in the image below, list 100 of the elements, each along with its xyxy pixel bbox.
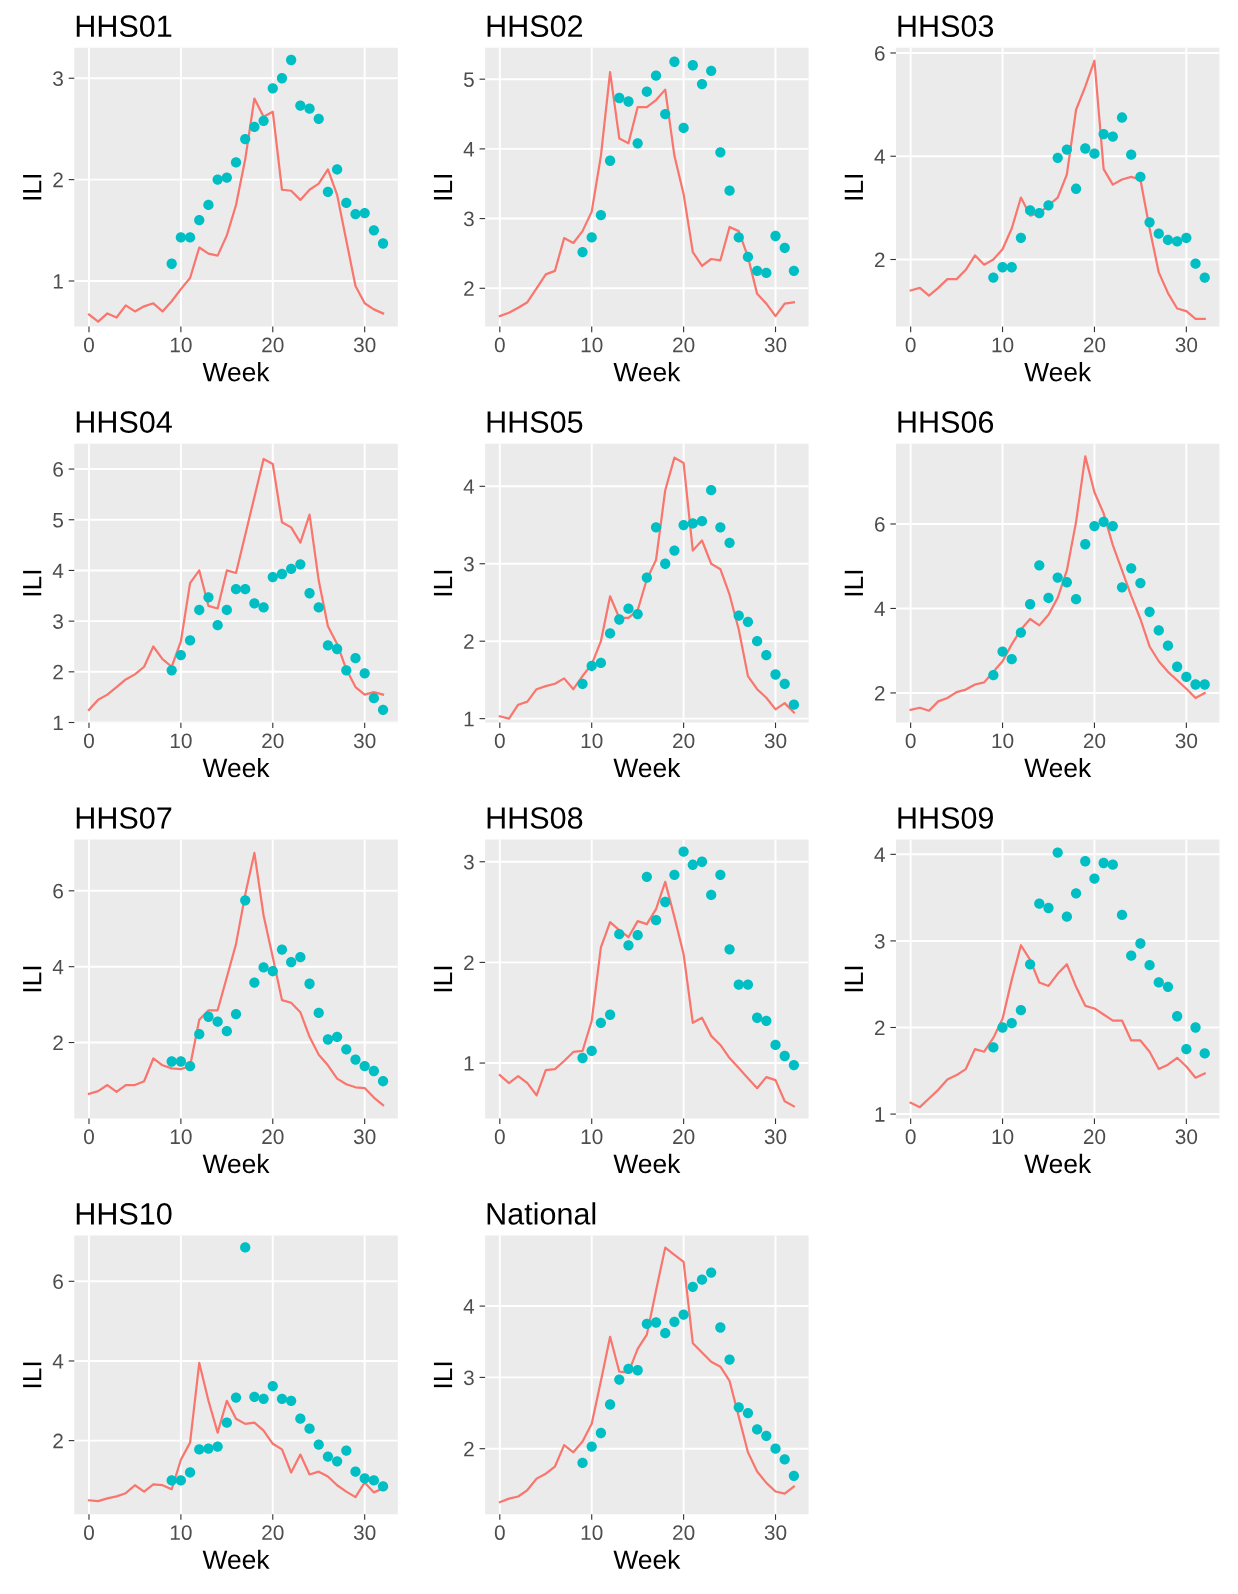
point [1135, 171, 1146, 183]
chart-title: HHS06 [898, 411, 994, 433]
point [175, 1056, 187, 1067]
y-axis-title: ILI [844, 174, 863, 200]
point [166, 1475, 177, 1486]
x-tick-label: 10 [581, 337, 603, 353]
point [614, 929, 625, 940]
point [660, 108, 671, 120]
chart-title: HHS02 [487, 15, 583, 38]
y-tick-label: 1 [875, 1107, 885, 1122]
point [1034, 560, 1045, 571]
y-axis-title: ILI [23, 966, 42, 992]
point [1015, 232, 1027, 243]
point [322, 1451, 334, 1462]
point [650, 70, 662, 81]
x-tick-label: 30 [353, 733, 376, 749]
point [184, 1060, 196, 1072]
x-tick-label: 0 [84, 1525, 94, 1541]
point [304, 978, 315, 989]
y-axis-title: ILI [433, 570, 453, 596]
point [368, 1475, 380, 1486]
point [331, 1031, 343, 1042]
point [1024, 959, 1036, 970]
y-tick-label: 6 [53, 1274, 63, 1290]
point [669, 869, 680, 880]
point [1107, 859, 1118, 870]
point [595, 1427, 607, 1439]
y-tick-label: 6 [875, 516, 885, 532]
point [322, 186, 334, 197]
point [286, 563, 297, 575]
point [1089, 873, 1100, 884]
point [595, 657, 607, 669]
point [687, 859, 698, 870]
point [770, 1443, 781, 1454]
x-tick-label: 0 [84, 733, 94, 749]
point [623, 940, 634, 951]
point [742, 251, 754, 263]
point [641, 871, 653, 882]
point [586, 1441, 597, 1452]
point [678, 1309, 689, 1320]
point [1126, 563, 1137, 574]
x-tick-label: 30 [353, 1525, 376, 1541]
point [267, 1380, 278, 1392]
point [988, 272, 999, 283]
point [313, 602, 324, 613]
point [230, 1008, 242, 1020]
y-tick-label: 2 [874, 252, 885, 268]
y-tick-label: 4 [52, 1354, 64, 1369]
point [1135, 938, 1146, 949]
point [1052, 847, 1063, 858]
y-tick-label: 2 [874, 685, 885, 701]
point [1061, 144, 1073, 155]
y-tick-label: 4 [52, 563, 64, 578]
point [221, 1417, 232, 1428]
y-tick-label: 3 [463, 556, 474, 572]
point [377, 704, 389, 715]
point [276, 73, 288, 84]
point [267, 571, 278, 583]
x-axis-title: Week [613, 757, 681, 778]
point [1061, 577, 1073, 588]
point [175, 649, 187, 661]
line-series [87, 97, 385, 323]
point [1107, 131, 1118, 142]
line-series [498, 456, 796, 720]
point [678, 519, 689, 531]
point [1144, 217, 1155, 228]
point [678, 122, 689, 134]
point [586, 232, 597, 243]
point [724, 185, 735, 196]
point [267, 966, 278, 977]
point [632, 1365, 643, 1376]
point [1172, 236, 1183, 247]
point [1199, 1048, 1210, 1059]
point [377, 1076, 389, 1087]
point [1107, 520, 1118, 532]
point [742, 979, 754, 990]
point [1080, 143, 1091, 154]
x-tick-label: 20 [262, 1129, 284, 1145]
point [1153, 625, 1164, 636]
x-tick-label: 10 [581, 733, 603, 749]
point [623, 96, 634, 107]
chart-title: HHS05 [487, 411, 583, 433]
point [1080, 856, 1091, 867]
point [1190, 679, 1201, 690]
y-axis-title: ILI [23, 174, 42, 200]
x-axis-title: Week [1024, 1153, 1092, 1174]
point [1126, 149, 1137, 160]
x-tick-label: 10 [581, 1525, 603, 1541]
y-tick-label: 2 [53, 664, 63, 680]
point [249, 1391, 260, 1402]
point [669, 1316, 680, 1327]
point [322, 640, 334, 651]
x-tick-label: 0 [494, 1525, 505, 1541]
point [240, 895, 251, 906]
x-tick-label: 20 [1083, 337, 1106, 353]
point [706, 65, 717, 76]
point [586, 660, 597, 672]
point [1024, 205, 1036, 216]
point [988, 1042, 999, 1053]
x-tick-label: 20 [1083, 733, 1106, 749]
